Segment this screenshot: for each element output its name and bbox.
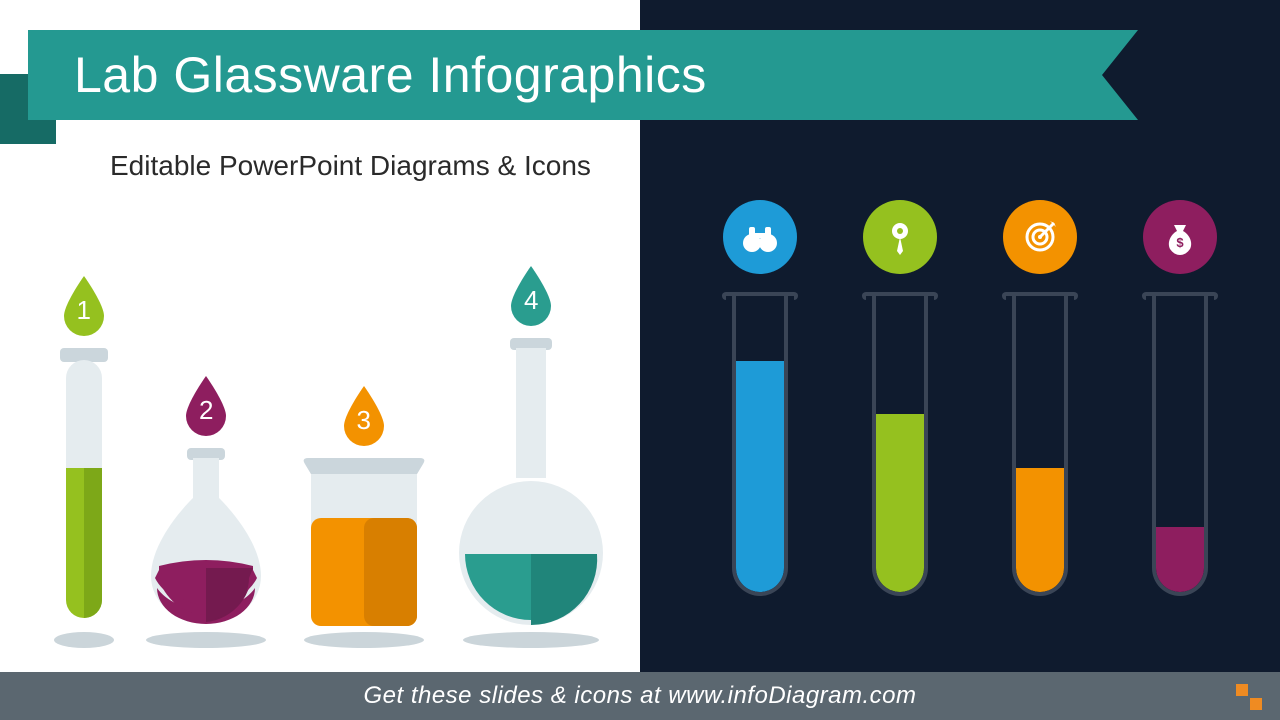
drop-4-label: 4 bbox=[524, 285, 538, 316]
round-flask-icon bbox=[456, 338, 606, 628]
target-icon bbox=[1003, 200, 1077, 274]
footer-bar: Get these slides & icons at www.infoDiag… bbox=[0, 672, 1280, 720]
test-tube-chart: $ bbox=[690, 200, 1250, 596]
shadow-ellipse bbox=[146, 632, 266, 648]
tube-1 bbox=[723, 200, 797, 596]
beaker-icon bbox=[299, 458, 429, 628]
binoculars-icon bbox=[723, 200, 797, 274]
shadow-ellipse bbox=[54, 632, 114, 648]
tube-2 bbox=[863, 200, 937, 596]
shadow-ellipse bbox=[463, 632, 599, 648]
title-text: Lab Glassware Infographics bbox=[28, 30, 1098, 120]
tube-outline bbox=[1152, 296, 1208, 596]
vessel-2: 2 bbox=[141, 374, 271, 648]
conical-flask-icon bbox=[141, 448, 271, 628]
drop-2: 2 bbox=[180, 374, 232, 438]
footer-text: Get these slides & icons at www.infoDiag… bbox=[363, 682, 916, 710]
tube-fill bbox=[1016, 468, 1064, 592]
vessel-3: 3 bbox=[299, 384, 429, 648]
tube-fill bbox=[1156, 527, 1204, 592]
logo-icon bbox=[1236, 684, 1262, 710]
shadow-ellipse bbox=[304, 632, 424, 648]
drop-3-label: 3 bbox=[357, 405, 371, 436]
pin-icon bbox=[863, 200, 937, 274]
svg-text:$: $ bbox=[1176, 235, 1184, 250]
tube-fill bbox=[736, 361, 784, 592]
tube-outline bbox=[732, 296, 788, 596]
test-tube-icon bbox=[54, 348, 114, 628]
drop-1-label: 1 bbox=[77, 295, 91, 326]
subtitle: Editable PowerPoint Diagrams & Icons bbox=[110, 150, 591, 182]
money-bag-icon: $ bbox=[1143, 200, 1217, 274]
tube-outline bbox=[1012, 296, 1068, 596]
tube-3 bbox=[1003, 200, 1077, 596]
vessel-1: 1 bbox=[54, 274, 114, 648]
title-banner: Lab Glassware Infographics bbox=[28, 30, 1138, 120]
drop-1: 1 bbox=[58, 274, 110, 338]
tube-outline bbox=[872, 296, 928, 596]
tube-4: $ bbox=[1143, 200, 1217, 596]
vessel-4: 4 bbox=[456, 264, 606, 648]
tube-fill bbox=[876, 414, 924, 592]
drop-3: 3 bbox=[338, 384, 390, 448]
glassware-row: 1 2 bbox=[40, 228, 620, 648]
banner-notch bbox=[1098, 30, 1138, 120]
drop-2-label: 2 bbox=[199, 395, 213, 426]
drop-4: 4 bbox=[505, 264, 557, 328]
infographic-slide: Editable PowerPoint Diagrams & Icons 1 bbox=[0, 0, 1280, 720]
